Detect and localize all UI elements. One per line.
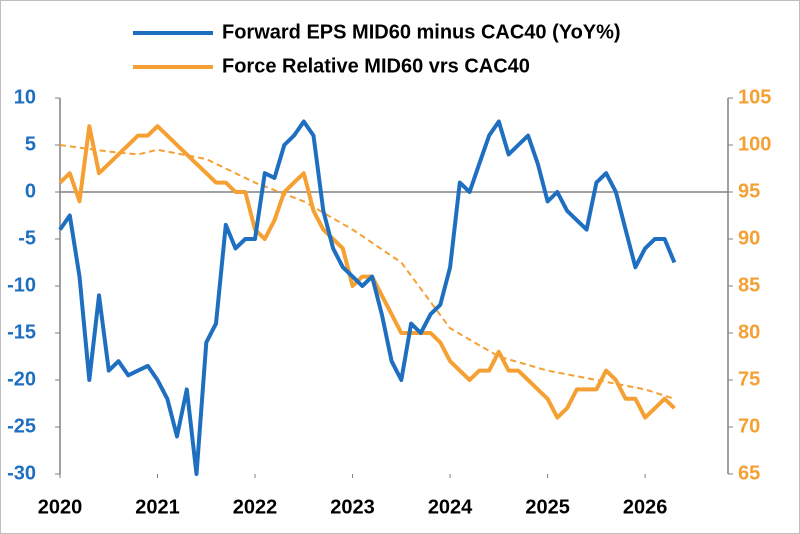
y2-tick-label: 65: [738, 462, 760, 484]
series-line: [58, 124, 676, 420]
x-tick-label: 2025: [525, 496, 570, 518]
y-tick-label: -5: [18, 227, 36, 249]
y-tick-label: -30: [7, 462, 36, 484]
y2-tick-label: 75: [738, 368, 760, 390]
y2-tick-label: 90: [738, 227, 760, 249]
y-tick-label: -15: [7, 321, 36, 343]
y-tick-label: -25: [7, 415, 36, 437]
y-tick-label: 5: [25, 133, 36, 155]
y2-tick-label: 95: [738, 180, 760, 202]
y2-tick-label: 105: [738, 86, 771, 108]
y-tick-label: 0: [25, 180, 36, 202]
x-tick-label: 2020: [38, 496, 83, 518]
x-tick-label: 2021: [135, 496, 180, 518]
x-tick-label: 2024: [428, 496, 473, 518]
x-tick-label: 2026: [623, 496, 668, 518]
legend-label: Forward EPS MID60 minus CAC40 (YoY%): [222, 21, 621, 43]
y2-tick-label: 85: [738, 274, 760, 296]
trend-line: [59, 144, 675, 400]
series-line: [58, 119, 677, 476]
y2-tick-label: 100: [738, 133, 771, 155]
y-tick-label: -10: [7, 274, 36, 296]
y2-tick-label: 80: [738, 321, 760, 343]
y2-tick-label: 70: [738, 415, 760, 437]
y-tick-label: 10: [14, 86, 36, 108]
y-tick-label: -20: [7, 368, 36, 390]
x-tick-label: 2023: [330, 496, 375, 518]
legend-label: Force Relative MID60 vrs CAC40: [222, 55, 530, 77]
x-tick-label: 2022: [233, 496, 278, 518]
